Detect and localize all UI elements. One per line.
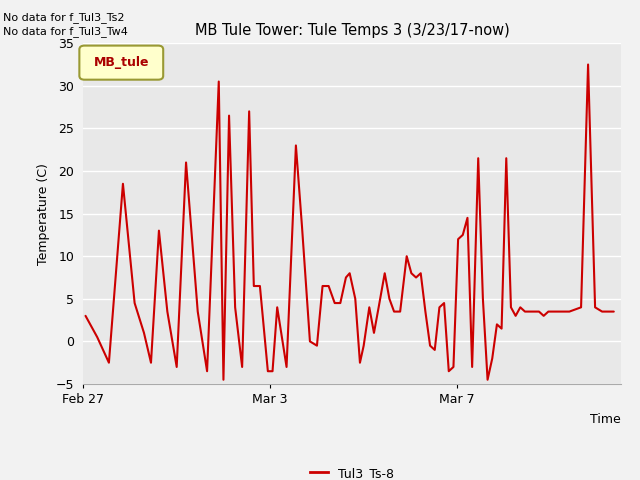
Y-axis label: Temperature (C): Temperature (C) bbox=[37, 163, 50, 264]
Text: MB_tule: MB_tule bbox=[93, 56, 149, 69]
Title: MB Tule Tower: Tule Temps 3 (3/23/17-now): MB Tule Tower: Tule Temps 3 (3/23/17-now… bbox=[195, 23, 509, 38]
Text: Time: Time bbox=[590, 413, 621, 426]
Text: No data for f_Tul3_Ts2: No data for f_Tul3_Ts2 bbox=[3, 12, 125, 23]
Text: No data for f_Tul3_Tw4: No data for f_Tul3_Tw4 bbox=[3, 26, 128, 37]
Legend: Tul3_Ts-8: Tul3_Ts-8 bbox=[310, 467, 394, 480]
